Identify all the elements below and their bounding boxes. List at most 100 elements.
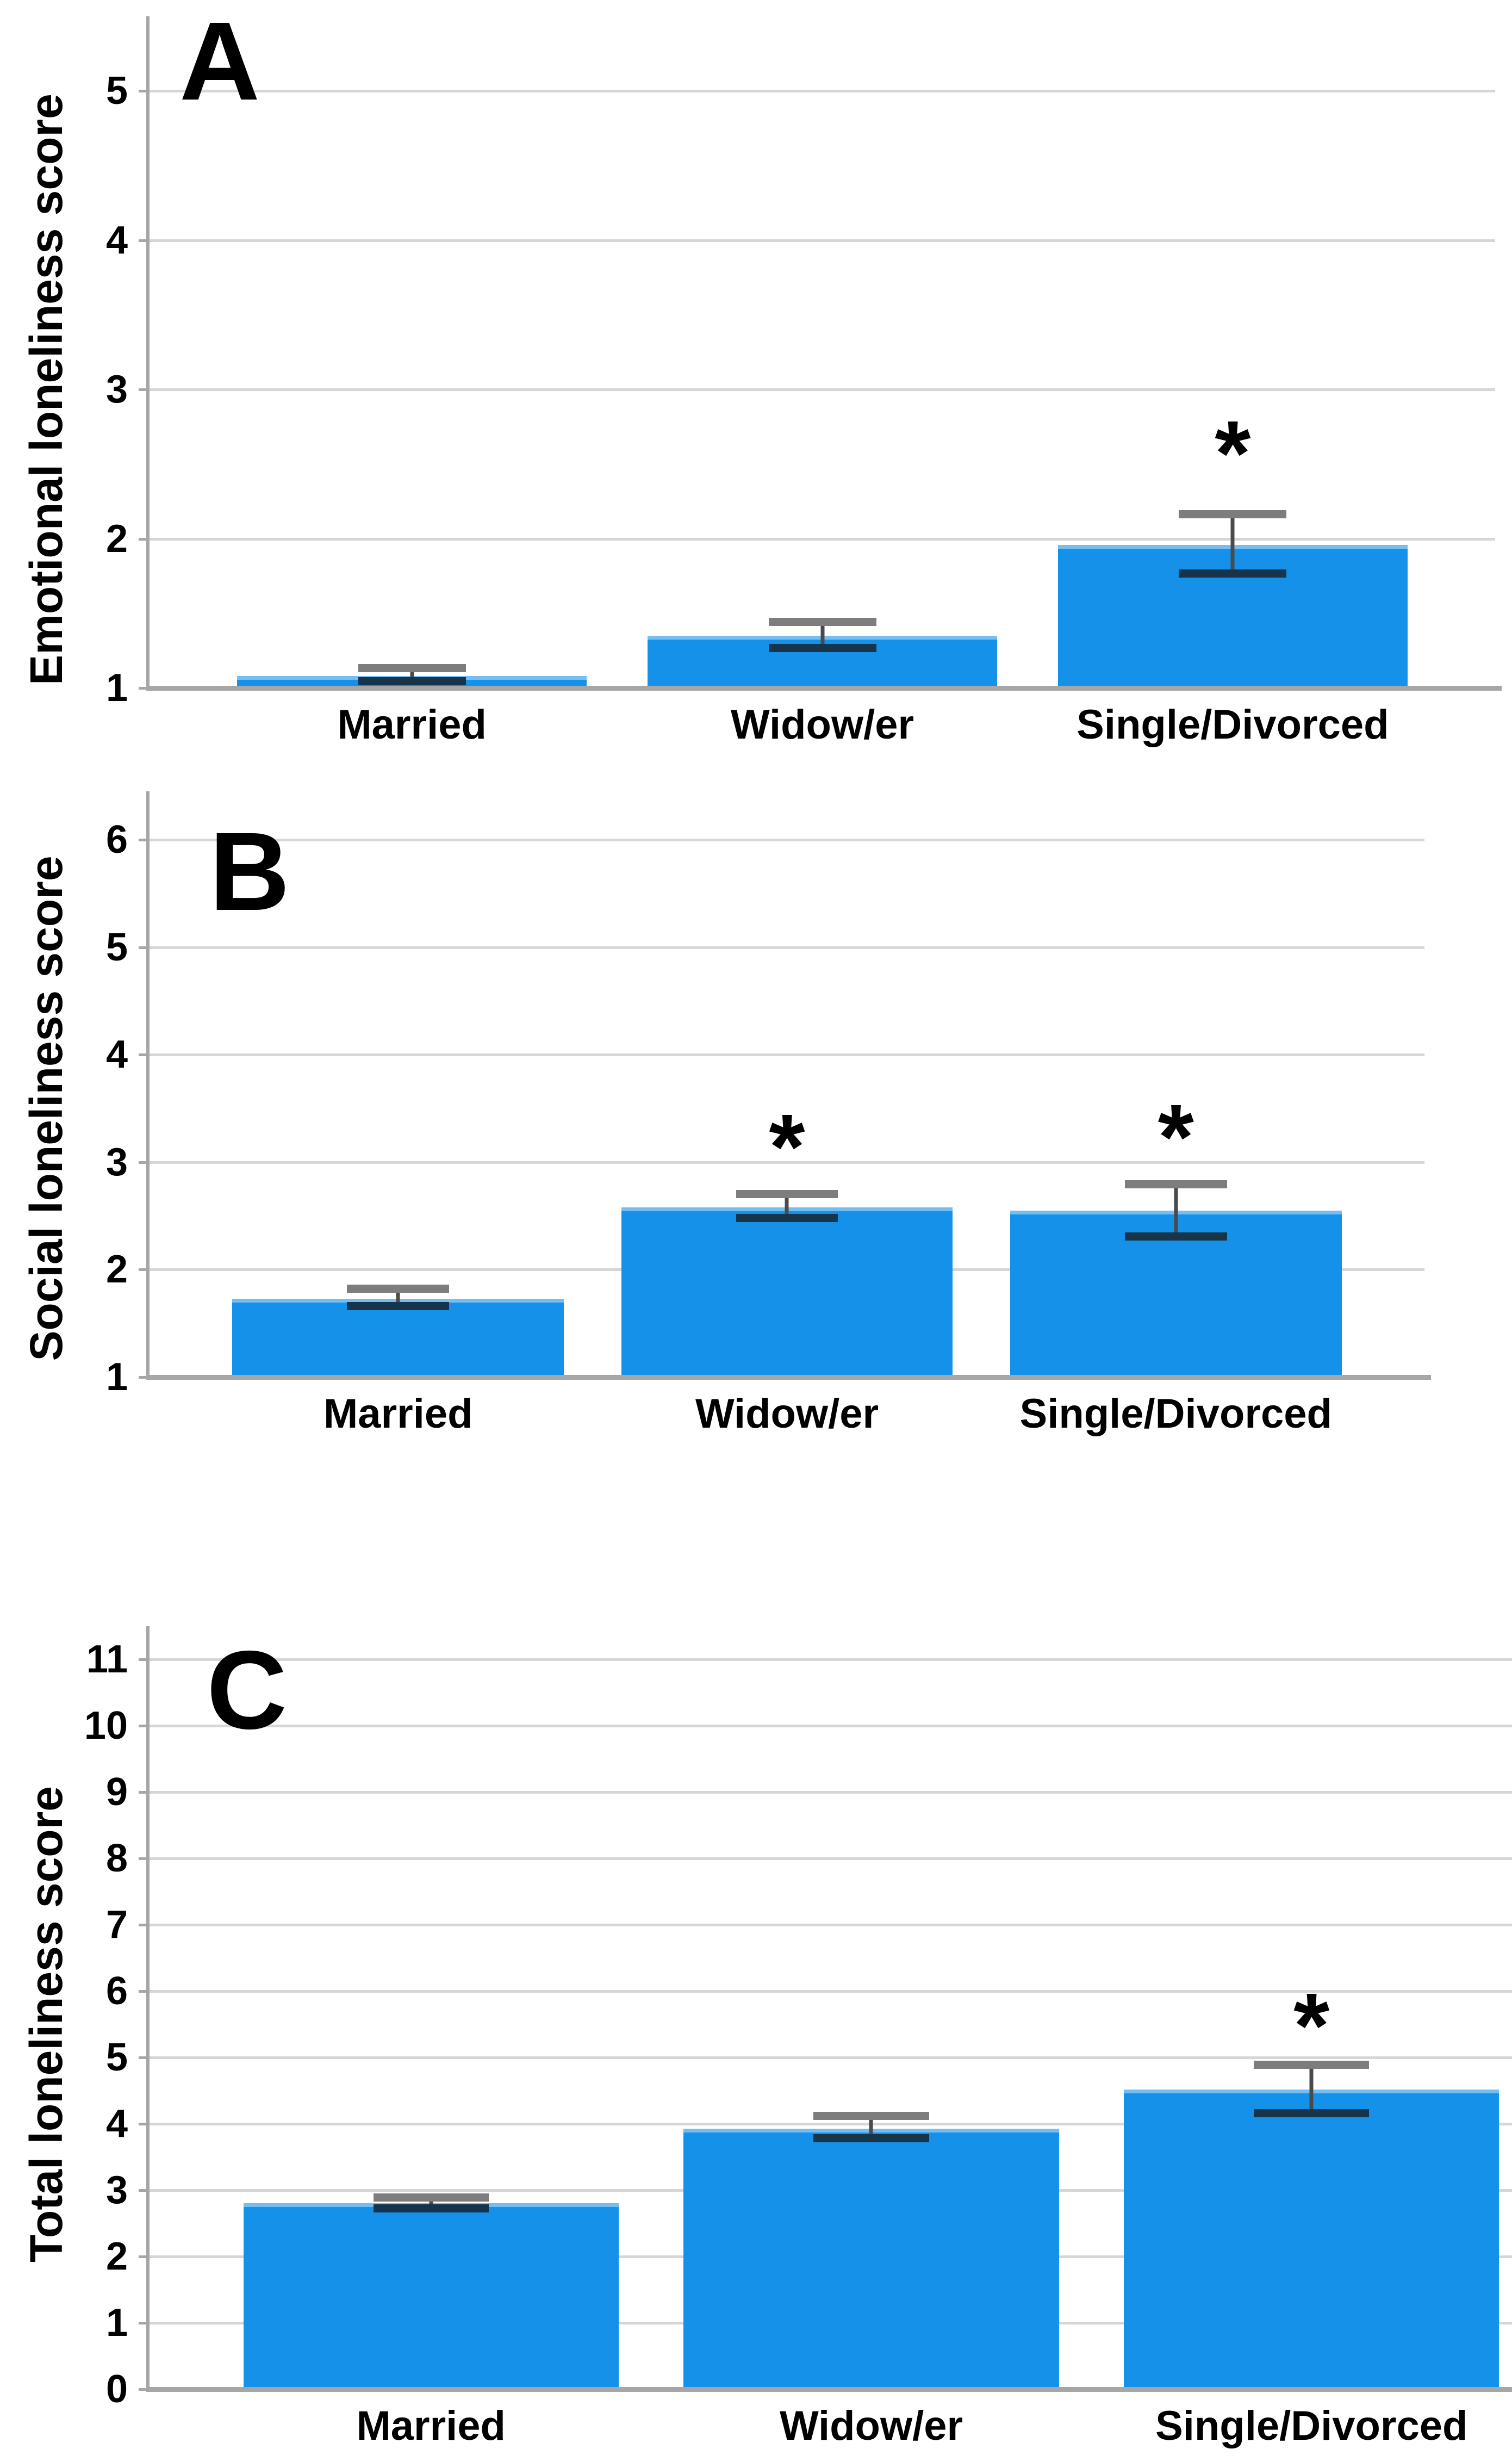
y-tick-label: 5 <box>105 69 128 113</box>
gridline <box>150 1990 1512 1993</box>
y-axis-line <box>146 16 150 690</box>
category-label: Single/Divorced <box>1077 702 1389 748</box>
gridline <box>150 388 1495 392</box>
gridline <box>150 2123 1512 2125</box>
category-label: Single/Divorced <box>1019 1391 1332 1437</box>
gridline <box>150 90 1495 93</box>
error-cap-bottom <box>358 677 466 685</box>
y-axis-tick <box>139 239 148 242</box>
error-cap-bottom <box>768 644 876 653</box>
gridline <box>150 1857 1512 1860</box>
error-bar <box>768 618 876 653</box>
y-axis-tick <box>139 2255 148 2258</box>
error-bar <box>1124 1180 1227 1241</box>
y-tick-label: 6 <box>105 817 128 861</box>
bar <box>621 1207 953 1377</box>
error-bar-line <box>1174 1180 1178 1241</box>
y-tick-label: 3 <box>105 368 128 412</box>
error-bar-line <box>410 664 414 685</box>
y-axis-tick <box>139 1990 148 1993</box>
bar <box>683 2128 1059 2389</box>
y-tick-label: 0 <box>105 2367 128 2411</box>
error-cap-bottom <box>1179 569 1287 578</box>
y-axis-title-c: Total loneliness score <box>21 1786 72 2263</box>
error-cap-top <box>736 1190 838 1199</box>
category-label: Married <box>356 2403 506 2449</box>
plot-area-c: 0 1 2 3 4 5 6 7 8 9 10 11 Married Widow/er * Single/Div… <box>84 1626 1512 2447</box>
gridline <box>150 1053 1424 1057</box>
error-cap-top <box>1179 510 1287 519</box>
y-axis-tick <box>139 2123 148 2125</box>
error-bar-line <box>820 618 824 653</box>
y-axis-tick <box>139 1376 148 1379</box>
y-axis-title-b: Social loneliness score <box>21 856 72 1361</box>
error-cap-top <box>347 1285 450 1293</box>
y-tick-label: 1 <box>105 1355 128 1399</box>
category-label: Married <box>337 702 487 748</box>
y-axis-tick <box>139 1924 148 1926</box>
significance-asterisk: * <box>1293 1974 1330 2078</box>
y-tick-label: 10 <box>84 1704 128 1747</box>
y-tick-label: 3 <box>105 2168 128 2212</box>
error-cap-top <box>768 618 876 626</box>
error-bar <box>813 2112 929 2143</box>
category-label: Widow/er <box>695 1391 879 1437</box>
y-axis-tick <box>139 1268 148 1272</box>
y-tick-label: 5 <box>105 2036 128 2079</box>
error-cap-bottom <box>1124 1232 1227 1241</box>
panel-letter-c: C <box>207 1628 288 1752</box>
y-tick-label: 4 <box>105 218 128 262</box>
error-cap-bottom <box>813 2134 929 2143</box>
error-bar <box>347 1285 450 1311</box>
y-tick-label: 11 <box>86 1638 128 1681</box>
y-tick-label: 3 <box>105 1140 128 1184</box>
error-bar <box>736 1190 838 1223</box>
gridline <box>150 1924 1512 1926</box>
y-axis-tick <box>139 1791 148 1794</box>
y-tick-label: 2 <box>105 1248 128 1292</box>
y-tick-label: 1 <box>105 2301 128 2345</box>
y-tick-label: 7 <box>105 1903 128 1947</box>
y-tick-label: 2 <box>105 517 128 561</box>
error-bar-line <box>1230 510 1235 578</box>
error-bar-line <box>869 2112 873 2143</box>
category-label: Widow/er <box>730 702 914 748</box>
y-tick-label: 6 <box>105 1969 128 2013</box>
error-cap-bottom <box>736 1214 838 1223</box>
error-bar <box>358 664 466 685</box>
error-bar-line <box>1309 2061 1314 2117</box>
gridline <box>150 2056 1512 2059</box>
x-axis-line <box>146 1375 1431 1380</box>
y-tick-label: 2 <box>105 2235 128 2278</box>
y-axis-tick <box>139 946 148 949</box>
gridline <box>150 537 1495 541</box>
y-tick-label: 9 <box>105 1770 128 1814</box>
bar <box>1124 2089 1499 2389</box>
error-bar <box>1254 2061 1370 2117</box>
y-tick-label: 5 <box>105 925 128 969</box>
y-axis-tick <box>139 687 148 690</box>
x-axis-line <box>146 686 1502 691</box>
y-axis-tick <box>139 537 148 541</box>
y-axis-tick <box>139 90 148 93</box>
y-axis-tick <box>139 2388 148 2391</box>
error-cap-bottom <box>347 1302 450 1311</box>
gridline <box>150 239 1495 242</box>
gridline <box>150 1161 1424 1164</box>
error-bar <box>373 2193 489 2213</box>
bar <box>243 2203 619 2389</box>
error-cap-bottom <box>373 2204 489 2213</box>
error-bar-line <box>429 2193 433 2213</box>
error-cap-top <box>358 664 466 673</box>
gridline <box>150 838 1424 841</box>
significance-asterisk: * <box>1215 401 1251 505</box>
gridline <box>150 1658 1512 1661</box>
y-axis-tick <box>139 2056 148 2059</box>
y-axis-line <box>146 791 150 1379</box>
significance-asterisk: * <box>769 1095 805 1199</box>
error-cap-top <box>373 2193 489 2202</box>
category-label: Single/Divorced <box>1155 2403 1468 2449</box>
